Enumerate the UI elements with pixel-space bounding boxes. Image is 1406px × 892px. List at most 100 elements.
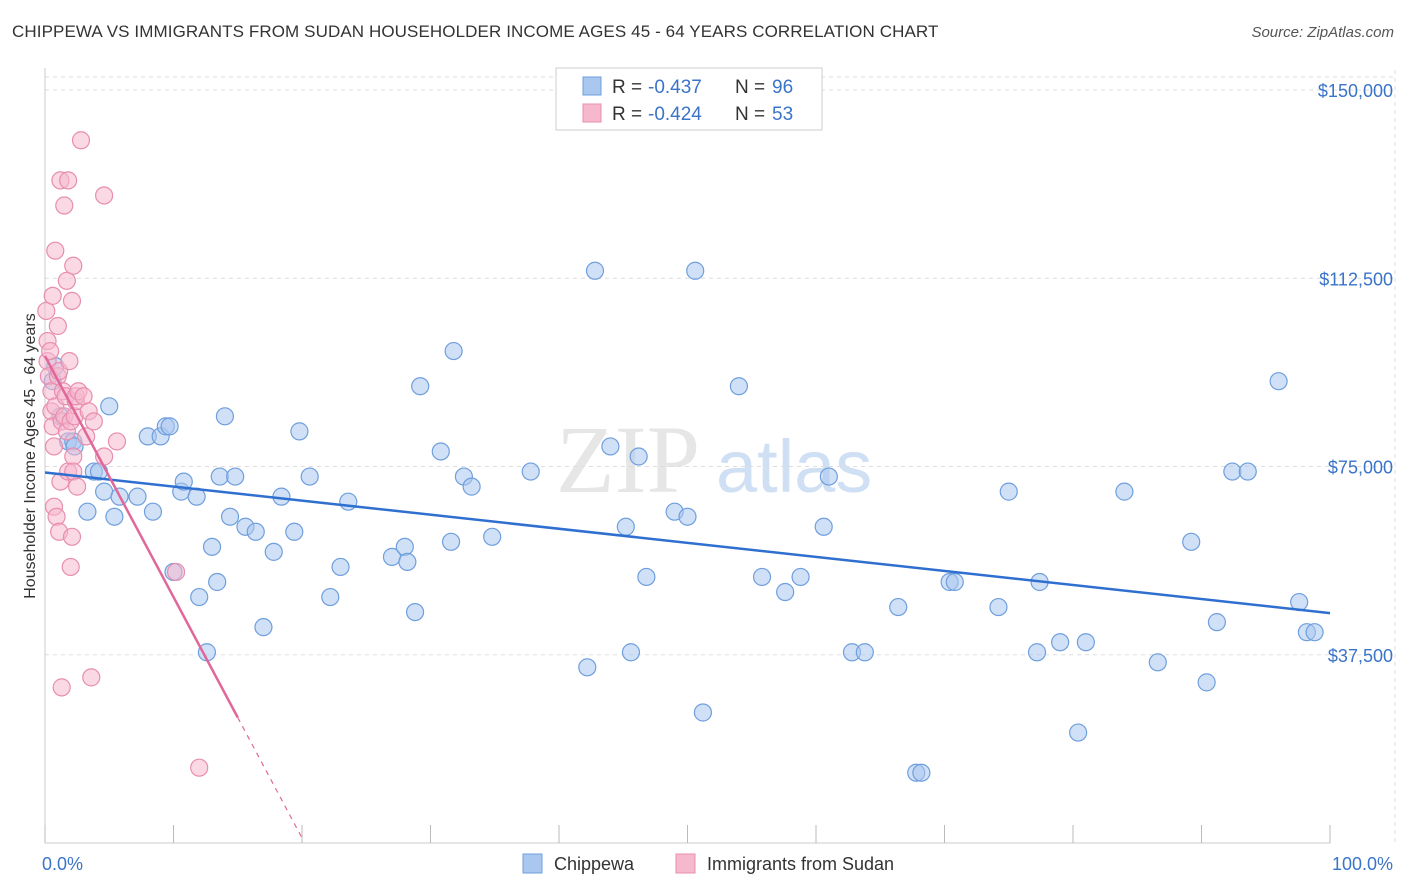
chippewa-point-60 (637, 567, 656, 587)
sudan-point-9 (44, 437, 64, 456)
chippewa-point-80 (1027, 643, 1047, 662)
sudan-point-28 (59, 171, 78, 190)
chippewa-point-82 (1051, 633, 1070, 652)
chippewa-point-47 (431, 442, 450, 461)
legend-n-label-chippewa: N = (735, 77, 765, 98)
axes (44, 68, 1331, 844)
chippewa-point-51 (462, 477, 481, 496)
chippewa-point-38 (300, 467, 319, 486)
sudan-point-24 (55, 196, 74, 215)
sudan-point-35 (64, 256, 83, 275)
chart-title: CHIPPEWA VS IMMIGRANTS FROM SUDAN HOUSEH… (12, 22, 939, 41)
y-tick-label-2: $112,500 (1319, 269, 1393, 289)
sudan-points (37, 131, 209, 777)
sudan-point-33 (62, 527, 82, 546)
chippewa-point-32 (246, 522, 265, 541)
chippewa-point-65 (729, 377, 749, 396)
chippewa-point-70 (819, 467, 838, 486)
legend-n-label-sudan: N = (735, 104, 765, 125)
legend-r-label-sudan: R = (612, 104, 642, 125)
chippewa-point-56 (601, 437, 620, 456)
chippewa-point-63 (686, 261, 705, 280)
bottom-legend: Chippewa Immigrants from Sudan (522, 853, 894, 874)
chippewa-point-45 (405, 602, 425, 622)
chippewa-point-75 (912, 763, 931, 782)
chippewa-point-86 (1148, 653, 1167, 672)
chippewa-point-78 (989, 597, 1008, 617)
sudan-point-27 (57, 271, 76, 290)
sudan-point-47 (82, 668, 101, 687)
chippewa-point-28 (215, 407, 234, 426)
sudan-point-13 (47, 507, 66, 526)
legend-r-value-chippewa: -0.437 (648, 77, 702, 98)
chippewa-point-66 (752, 567, 772, 587)
chippewa-point-59 (629, 447, 648, 466)
sudan-point-7 (43, 286, 62, 305)
chippewa-point-43 (395, 537, 414, 556)
legend-r-label-chippewa: R = (612, 77, 642, 98)
bottom-legend-swatch-sudan (675, 853, 696, 874)
chippewa-point-44 (398, 552, 417, 572)
x-tick-label-1: 100.0% (1332, 854, 1393, 874)
chippewa-point-64 (693, 703, 713, 722)
chippewa-point-36 (285, 522, 304, 541)
legend-r-value-sudan: -0.424 (648, 104, 702, 125)
chippewa-point-23 (190, 587, 209, 607)
chippewa-point-89 (1207, 613, 1227, 632)
chippewa-point-68 (791, 567, 810, 587)
legend-n-value-chippewa: 96 (772, 77, 793, 98)
chippewa-point-13 (128, 487, 147, 506)
sudan-trend-line (43, 355, 239, 719)
chippewa-point-55 (585, 261, 605, 280)
chippewa-point-79 (999, 482, 1018, 501)
sudan-point-52 (166, 562, 186, 582)
y-tick-label-0: $37,500 (1328, 646, 1393, 666)
chippewa-point-52 (483, 527, 502, 546)
chippewa-point-87 (1182, 532, 1201, 551)
sudan-point-43 (71, 131, 91, 150)
chippewa-point-69 (814, 517, 833, 536)
chippewa-point-21 (174, 472, 193, 491)
chippewa-trend-line (44, 471, 1331, 615)
chippewa-point-67 (776, 582, 795, 602)
bottom-legend-label-sudan: Immigrants from Sudan (707, 854, 894, 874)
chippewa-point-39 (321, 587, 340, 607)
chippewa-point-25 (202, 537, 222, 556)
watermark-zip: ZIP (556, 406, 700, 513)
chippewa-point-29 (220, 507, 240, 526)
sudan-point-51 (107, 432, 127, 451)
chippewa-point-85 (1115, 482, 1134, 501)
chippewa-point-53 (521, 462, 540, 481)
chippewa-point-95 (1305, 623, 1324, 642)
chippewa-point-6 (78, 502, 97, 521)
chippewa-point-54 (578, 658, 597, 677)
chippewa-point-26 (208, 572, 227, 592)
y-tick-label-3: $150,000 (1318, 81, 1393, 101)
chippewa-point-72 (855, 643, 874, 662)
sudan-point-30 (60, 352, 79, 371)
chippewa-point-46 (411, 377, 430, 396)
sudan-point-49 (95, 186, 114, 205)
tick-labels: $37,500 $75,000 $112,500 $150,000 0.0% 100.0% (42, 81, 1393, 874)
legend-swatch-chippewa (582, 76, 602, 96)
sudan-point-41 (68, 477, 87, 496)
sudan-point-34 (62, 291, 82, 310)
sudan-point-44 (74, 387, 93, 406)
chippewa-point-58 (621, 643, 641, 662)
chippewa-point-92 (1269, 372, 1288, 391)
chippewa-point-77 (945, 572, 964, 592)
y-axis-title: Householder Income Ages 45 - 64 years (22, 313, 39, 599)
chippewa-point-34 (264, 542, 283, 561)
bottom-legend-label-chippewa: Chippewa (554, 854, 635, 874)
chippewa-point-49 (444, 341, 463, 361)
sudan-point-11 (46, 241, 65, 260)
bottom-legend-swatch-chippewa (522, 853, 543, 874)
chippewa-point-37 (290, 422, 309, 441)
y-tick-label-1: $75,000 (1328, 458, 1393, 478)
chippewa-point-91 (1238, 462, 1257, 481)
legend-n-value-sudan: 53 (772, 104, 793, 125)
chippewa-point-18 (160, 417, 179, 436)
sudan-point-36 (64, 447, 83, 466)
chart-source: Source: ZipAtlas.com (1251, 24, 1394, 41)
